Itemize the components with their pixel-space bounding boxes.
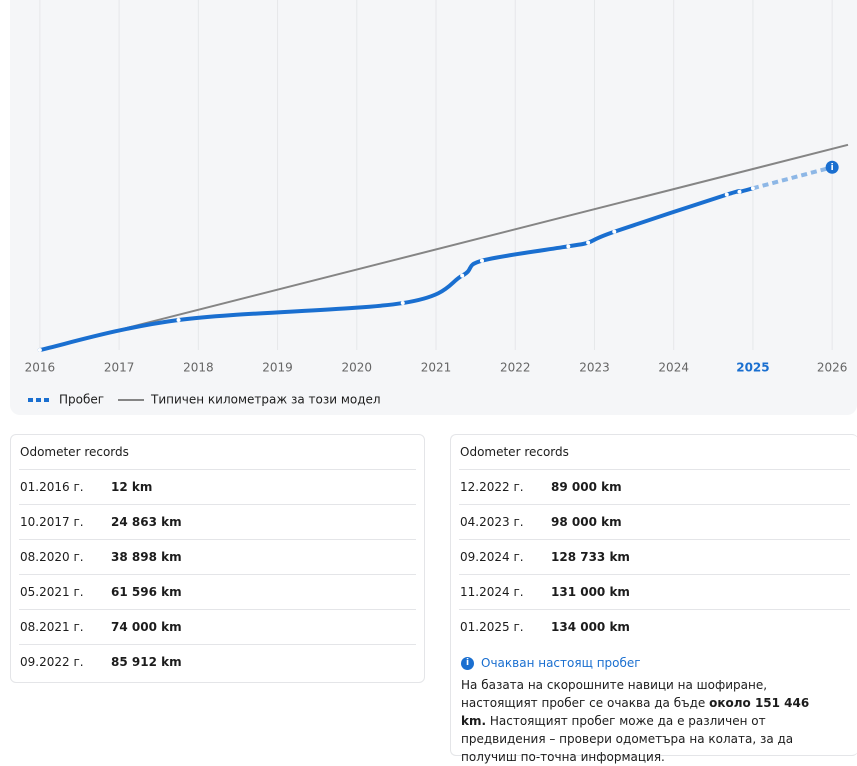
x-tick-label: 2023 (579, 361, 610, 375)
text: На базата на скорошните навици на шофира… (461, 678, 768, 710)
x-tick-label: 2019 (262, 361, 293, 375)
record-km: 61 596 km (111, 585, 182, 599)
data-point (400, 301, 405, 306)
chart: 2016 2017 2018 2019 2020 2021 2022 2023 2024 2025… (25, 0, 849, 407)
record-row: 01.2025 г. 134 000 km (459, 609, 850, 644)
records-card: Odometer records 01.2016 г. 12 km 10.2017 … (10, 434, 425, 683)
record-row: 01.2016 г. 12 km (19, 469, 416, 504)
x-tick-label: 2026 (817, 361, 848, 375)
estimate-heading: i Очакван настоящ пробег (461, 656, 857, 670)
record-km: 24 863 km (111, 515, 182, 529)
record-row: 09.2022 г. 85 912 km (19, 644, 416, 679)
record-km: 38 898 km (111, 550, 182, 564)
chart-card (10, 0, 857, 415)
record-date: 12.2022 г. (460, 480, 524, 494)
record-row: 09.2024 г. 128 733 km (459, 539, 850, 574)
record-date: 08.2021 г. (20, 620, 84, 634)
data-point (176, 317, 181, 322)
data-point (37, 347, 42, 352)
record-km: 131 000 km (551, 585, 630, 599)
estimate-title: Очакван настоящ пробег (481, 656, 641, 670)
x-tick-label: 2025 (736, 361, 769, 375)
record-km: 85 912 km (111, 655, 182, 669)
data-point (479, 258, 484, 263)
record-row: 12.2022 г. 89 000 km (459, 469, 850, 504)
x-tick-label: 2017 (104, 361, 135, 375)
record-date: 04.2023 г. (460, 515, 524, 529)
legend-label: Типичен километраж за този модел (150, 393, 381, 407)
record-km: 74 000 km (111, 620, 182, 634)
info-glyph: i (831, 163, 834, 173)
projection-line (752, 165, 833, 191)
estimate-text: На базата на скорошните навици на шофира… (461, 676, 836, 766)
x-tick-label: 2024 (658, 361, 689, 375)
record-date: 11.2024 г. (460, 585, 524, 599)
record-row: 10.2017 г. 24 863 km (19, 504, 416, 539)
record-date: 01.2025 г. (460, 620, 524, 634)
data-point (460, 273, 465, 278)
records-list: 01.2016 г. 12 km 10.2017 г. 24 863 km 08.202… (11, 469, 424, 679)
record-date: 05.2021 г. (20, 585, 84, 599)
record-km: 89 000 km (551, 480, 622, 494)
typical-line (39, 143, 849, 351)
record-row: 04.2023 г. 98 000 km (459, 504, 850, 539)
legend-label: Пробег (59, 393, 104, 407)
estimate-value: около 151 446 km. (461, 696, 810, 728)
record-km: 12 km (111, 480, 153, 494)
x-tick-label: 2021 (421, 361, 452, 375)
x-tick-label: 2022 (500, 361, 531, 375)
data-point (612, 229, 617, 234)
record-row: 05.2021 г. 61 596 km (19, 574, 416, 609)
record-row: 08.2021 г. 74 000 km (19, 609, 416, 644)
projection-end (825, 160, 839, 174)
record-row: 11.2024 г. 131 000 km (459, 574, 850, 609)
data-point (750, 186, 755, 191)
page: 2016 2017 2018 2019 2020 2021 2022 2023 2024 2025… (10, 0, 857, 764)
record-row: 08.2020 г. 38 898 km (19, 539, 416, 574)
records-list: 12.2022 г. 89 000 km 04.2023 г. 98 000 km 09… (451, 469, 857, 644)
record-km: 128 733 km (551, 550, 630, 564)
data-point (566, 244, 571, 249)
records-card: Odometer records 12.2022 г. 89 000 km 04.2… (450, 434, 857, 764)
mileage-line (37, 186, 755, 352)
record-date: 09.2022 г. (20, 655, 84, 669)
record-date: 08.2020 г. (20, 550, 84, 564)
data-point (737, 189, 742, 194)
record-date: 09.2024 г. (460, 550, 524, 564)
data-point (724, 192, 729, 197)
x-tick-label: 2020 (342, 361, 373, 375)
text: Настоящият пробег може да е различен от … (461, 714, 794, 764)
record-km: 134 000 km (551, 620, 630, 634)
info-icon: i (461, 656, 474, 670)
card-title: Odometer records (460, 445, 569, 459)
record-date: 01.2016 г. (20, 480, 84, 494)
x-tick-label: 2016 (25, 361, 56, 375)
x-tick-label: 2018 (183, 361, 214, 375)
record-date: 10.2017 г. (20, 515, 84, 529)
card-title: Odometer records (20, 445, 129, 459)
record-km: 98 000 km (551, 515, 622, 529)
data-point (586, 240, 591, 245)
